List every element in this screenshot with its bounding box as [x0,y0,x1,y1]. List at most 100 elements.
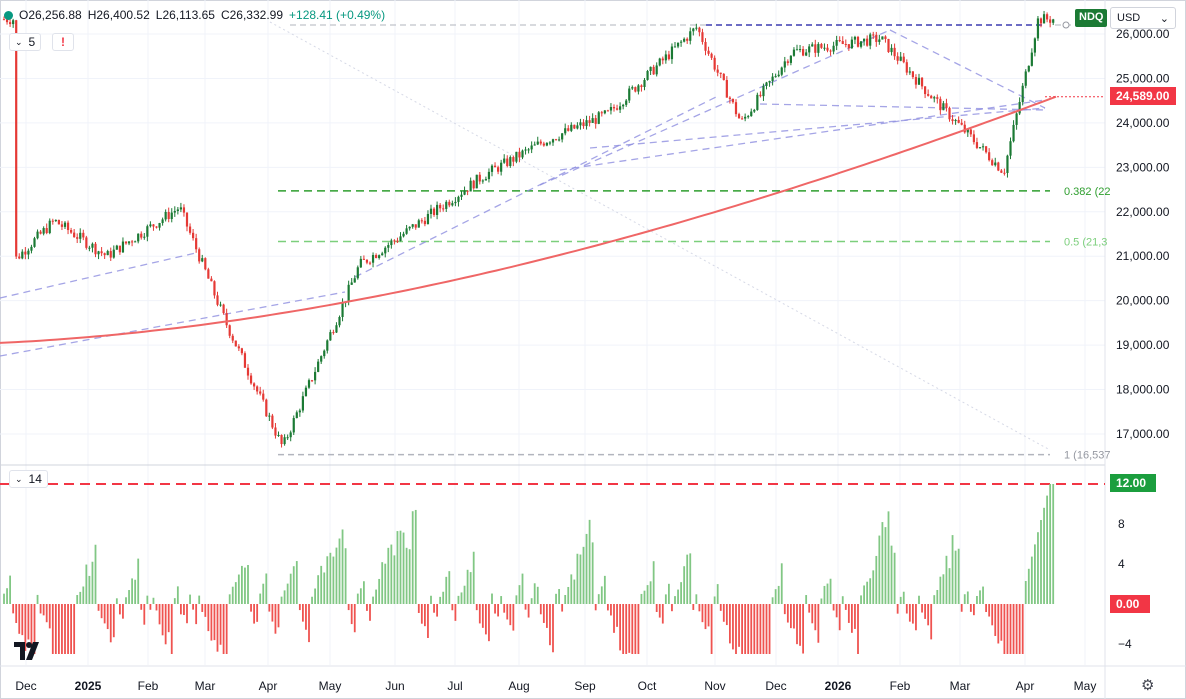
indicator-bar [957,548,960,604]
indicator-bar [497,604,499,617]
indicator-bar [500,596,503,604]
candle-body [554,139,558,141]
indicator-bar [225,604,228,654]
candle-body [301,396,304,411]
candle-body [661,58,664,61]
candle-body [948,107,951,120]
indicator-bar [741,604,743,654]
candle-body [164,211,167,220]
indicator-legend-button[interactable]: ⌄ 14 [9,470,48,488]
indicator-bar [677,589,679,604]
indicator-bar [326,556,329,604]
ma-legend-button[interactable]: ⌄ 5 [9,33,42,51]
candle-body [60,224,64,227]
alert-button[interactable]: ! [52,33,74,51]
fib-level-label: 0.382 (22 [1064,186,1110,198]
candle-body [981,146,985,148]
indicator-bar [793,604,795,629]
indicator-bar [146,595,149,604]
candle-body [997,162,1000,171]
candle-body [588,120,591,123]
currency-select[interactable]: USD ⌄ [1110,7,1176,29]
candle-body [1042,14,1046,24]
candle-body [576,125,579,129]
candle-body [118,245,121,253]
indicator-bar [719,604,722,611]
indicator-bar [302,604,304,622]
candle-body [582,122,585,127]
indicator-bar [646,585,649,604]
indicator-bar [100,604,103,619]
gear-icon[interactable]: ⚙ [1141,677,1155,694]
candle-body [408,226,411,229]
indicator-bar [603,575,606,604]
chevron-down-icon: ⌄ [15,36,23,47]
candle-body [786,61,789,63]
indicator-bar [594,604,597,611]
indicator-bar [619,604,621,651]
candle-body [863,38,866,42]
candle-body [887,38,890,53]
candle-body [942,103,945,111]
indicator-bar [1046,495,1048,604]
candle-body [609,107,613,111]
indicator-bar [1043,507,1045,604]
candle-body [405,228,408,234]
candle-body [411,224,414,227]
indicator-bar [756,604,759,654]
indicator-bar [298,604,301,611]
indicator-bar [552,604,554,653]
indicator-bar [180,604,182,615]
currency-label: USD [1117,12,1141,24]
candle-body [402,233,405,237]
candle-body [600,112,603,114]
candle-body [30,246,33,251]
indicator-bar [192,604,194,610]
indicator-bar [847,604,850,623]
candle-body [442,208,445,210]
candle-body [750,111,753,117]
indicator-bar [954,550,957,604]
x-tick-label: Feb [138,679,159,693]
indicator-bar [125,597,127,604]
indicator-bar [643,590,646,604]
tradingview-logo-icon[interactable] [12,640,44,662]
candle-body [432,208,436,215]
candle-body [933,97,936,99]
candle-body [36,231,39,239]
candle-body [689,31,692,41]
indicator-bar [277,604,280,628]
candle-body [698,27,701,33]
indicator-bar [341,529,344,604]
candle-body [728,97,731,99]
indicator-bar [658,604,661,618]
candle-body [911,71,914,78]
candle-body [182,207,186,213]
candle-body [808,46,811,53]
candle-body [158,223,161,228]
candle-body [686,38,689,41]
indicator-bar [280,596,283,604]
indicator-bar [234,582,237,604]
candle-body [387,245,390,248]
indicator-bar [457,595,460,604]
indicator-bar [936,589,939,604]
indicator-bar [231,586,234,604]
candle-body [85,237,88,248]
candle-body [985,146,988,153]
indicator-bar [713,596,716,604]
candle-body [524,149,527,151]
fib-diagonal-line [269,21,1051,451]
indicator-bar [219,604,222,645]
indicator-bar [442,591,445,604]
indicator-bar [204,604,207,617]
x-tick-label: Nov [704,679,725,693]
x-tick-label: Oct [638,679,657,693]
candle-body [478,174,481,182]
candle-body [243,353,247,368]
candle-body [634,87,637,92]
x-tick-label: May [319,679,342,693]
candle-body [734,102,738,115]
candle-body [100,251,103,254]
